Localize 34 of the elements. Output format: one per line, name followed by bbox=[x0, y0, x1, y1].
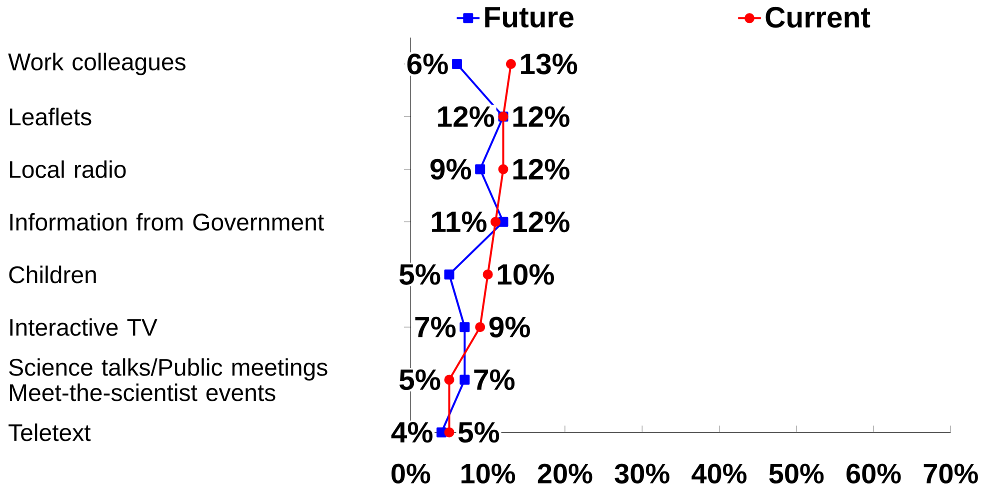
x-tick-label: 30% bbox=[614, 464, 670, 484]
x-tick-label: 40% bbox=[692, 464, 746, 484]
data-label: 6% bbox=[407, 54, 448, 74]
data-label: 11% bbox=[432, 212, 486, 232]
data-label: 12% bbox=[438, 106, 494, 127]
data-label: 7% bbox=[474, 369, 515, 390]
x-tick-label: 70% bbox=[924, 464, 978, 484]
y-tick-label: Leaflets bbox=[10, 108, 92, 126]
data-label: 5% bbox=[399, 369, 440, 390]
legend-label: Future bbox=[485, 7, 574, 28]
x-tick-label: 50% bbox=[769, 464, 824, 484]
data-label: 13% bbox=[521, 54, 578, 74]
x-tick-label: 10% bbox=[462, 464, 516, 484]
data-label: 9% bbox=[430, 158, 472, 180]
y-tick-label: Teletext bbox=[8, 424, 91, 442]
y-tick-label: Information from Government bbox=[10, 213, 324, 231]
data-label: 9% bbox=[489, 316, 530, 338]
data-label: 5% bbox=[458, 422, 500, 443]
y-tick-label: Local radio bbox=[10, 160, 126, 178]
y-tick-label: Children bbox=[9, 266, 96, 284]
x-tick-label: 60% bbox=[846, 464, 901, 484]
y-tick-label: Interactive TV bbox=[10, 318, 158, 336]
data-label: 4% bbox=[391, 422, 432, 443]
legend-label: Current bbox=[766, 6, 870, 28]
y-tick-label: Science talks/Public meetings Meet-the-scientist events bbox=[9, 358, 328, 402]
x-tick-label: 0% bbox=[392, 464, 430, 484]
data-label: 7% bbox=[415, 316, 456, 338]
data-label: 5% bbox=[399, 264, 440, 285]
x-tick-label: 20% bbox=[538, 464, 592, 484]
y-tick-label: Work colleagues bbox=[8, 52, 186, 76]
data-label: 12% bbox=[513, 106, 570, 127]
data-label: 12% bbox=[513, 158, 570, 180]
data-label: 12% bbox=[513, 211, 570, 232]
data-label: 10% bbox=[498, 264, 554, 285]
